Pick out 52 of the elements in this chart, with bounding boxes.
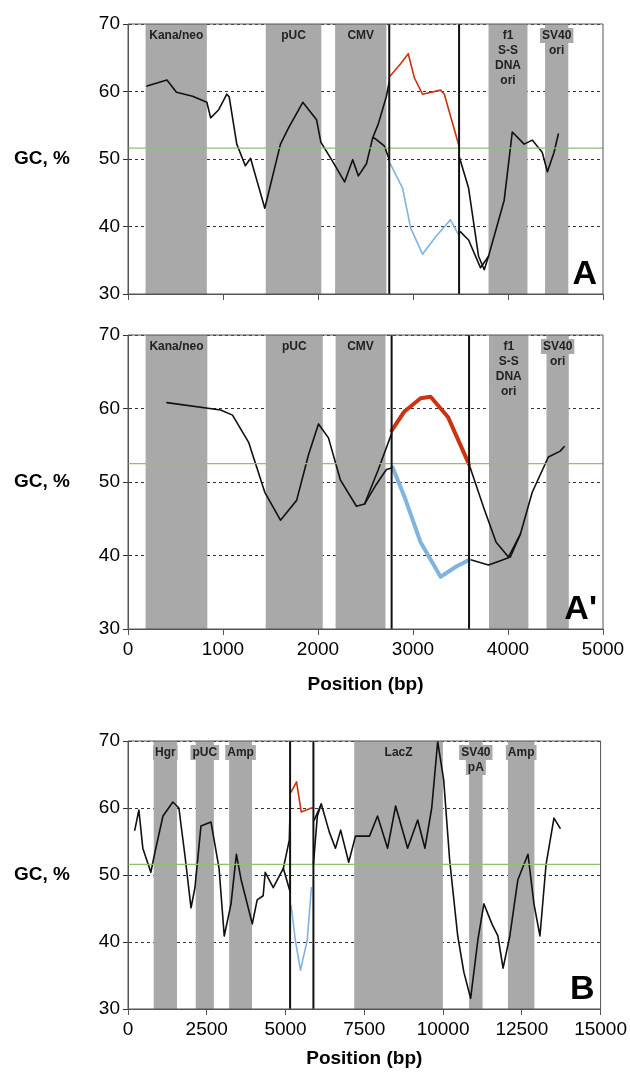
band-label: CMV	[347, 28, 375, 43]
y-tick-label: 50	[98, 863, 120, 885]
x-tick-label: 7500	[343, 1017, 386, 1039]
band-label: CMV	[347, 339, 374, 354]
band-label: SV40 ori	[542, 339, 573, 369]
band-label: Amp	[227, 745, 254, 760]
band-label: f1 S-S DNA ori	[495, 28, 522, 88]
band-label: SV40 ori	[542, 28, 572, 58]
x-tick-label: 1000	[201, 637, 245, 659]
y-tick-label: 70	[98, 729, 120, 751]
y-tick-label: 60	[98, 796, 120, 818]
x-tick-label: 5000	[581, 637, 625, 659]
x-tick-label: 5000	[264, 1017, 307, 1039]
band-label: Amp	[507, 745, 535, 760]
y-tick-label: 30	[98, 282, 120, 304]
y-tick-label: 70	[98, 12, 120, 34]
y-tick-label: 40	[98, 543, 120, 565]
x-tick-label: 3000	[391, 637, 435, 659]
y-tick-label: 50	[98, 470, 120, 492]
x-tick-label: 0	[122, 637, 134, 659]
band-label: pUC	[281, 28, 307, 43]
y-tick-label: 50	[98, 147, 120, 169]
x-axis-title: Position (bp)	[307, 672, 424, 694]
band-label: Hgr	[155, 745, 176, 760]
band-label: SV40 pA	[461, 745, 491, 775]
x-tick-label: 2500	[185, 1017, 228, 1039]
band-label: Kana/neo	[149, 339, 204, 354]
band-label: pUC	[281, 339, 307, 354]
y-tick-label: 30	[98, 617, 120, 639]
y-tick-label: 40	[98, 214, 120, 236]
y-tick-label: 30	[98, 997, 120, 1019]
band-label: pUC	[192, 745, 218, 760]
annotation: A'	[564, 588, 597, 627]
x-tick-label: 12500	[495, 1017, 549, 1039]
x-tick-label: 4000	[486, 637, 530, 659]
y-tick-label: 70	[98, 323, 120, 345]
y-axis-title: GC, %	[14, 470, 71, 492]
y-tick-label: 40	[98, 930, 120, 952]
x-tick-label: 2000	[296, 637, 340, 659]
x-axis-title: Position (bp)	[306, 1046, 423, 1068]
annotation: B	[570, 968, 595, 1007]
x-tick-label: 0	[122, 1017, 134, 1039]
y-tick-label: 60	[98, 79, 120, 101]
x-tick-label: 15000	[574, 1017, 627, 1039]
annotation: A	[572, 253, 597, 292]
band-label: f1 S-S DNA ori	[495, 339, 523, 399]
band-label: Kana/neo	[149, 28, 204, 43]
y-tick-label: 60	[98, 396, 120, 418]
y-axis-title: GC, %	[14, 147, 71, 169]
x-tick-label: 10000	[416, 1017, 470, 1039]
y-axis-title: GC, %	[14, 863, 71, 885]
band-label: LacZ	[384, 745, 413, 760]
